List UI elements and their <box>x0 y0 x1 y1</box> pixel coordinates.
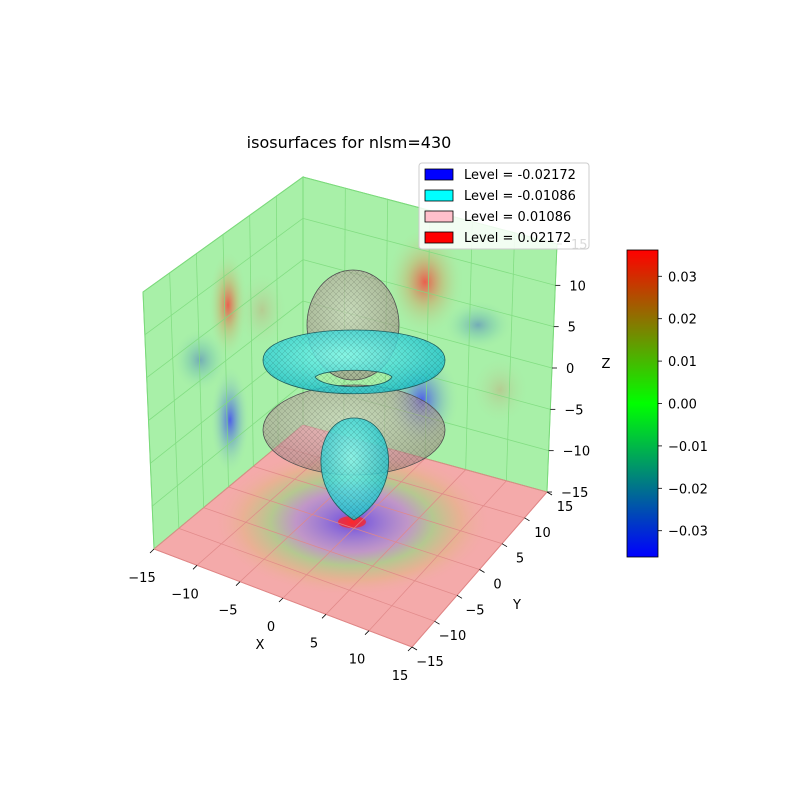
colorbar-tick-label: −0.03 <box>668 525 708 540</box>
legend-swatch <box>424 231 454 244</box>
y-tick-mark <box>456 594 463 599</box>
isosurfaces <box>262 269 446 521</box>
colorbar-tick-label: 0.00 <box>668 398 697 413</box>
back-wall-contour-tan <box>470 355 530 425</box>
y-tick-mark <box>524 517 530 522</box>
x-tick-mark <box>278 597 284 603</box>
colorbar-tick-label: 0.02 <box>668 313 697 328</box>
z-tick-label: −10 <box>563 445 590 460</box>
z-tick-label: −15 <box>561 486 588 501</box>
z-tick-label: 10 <box>569 279 586 294</box>
x-axis-label: X <box>256 638 265 653</box>
colorbar: 0.03 0.02 0.01 0.00 −0.01 −0.02 −0.03 <box>626 249 708 558</box>
y-tick-label: −15 <box>416 655 443 670</box>
y-axis-label: Y <box>512 598 521 613</box>
x-tick-label: −10 <box>171 587 198 602</box>
legend-label: Level = -0.02172 <box>464 168 576 183</box>
legend-swatch <box>424 210 454 223</box>
colorbar-gradient <box>626 249 659 558</box>
legend-label: Level = -0.01086 <box>464 189 576 204</box>
legend: Level = -0.02172 Level = -0.01086 Level = … <box>418 162 590 250</box>
x-tick-label: −15 <box>128 571 155 586</box>
legend-label: Level = 0.01086 <box>464 210 571 225</box>
z-tick-label: −5 <box>564 403 583 418</box>
cyan-torus-mesh <box>263 330 445 394</box>
legend-swatch <box>424 189 454 202</box>
y-tick-mark <box>501 543 508 548</box>
y-tick-label: 10 <box>534 526 551 541</box>
y-tick-mark <box>479 569 485 573</box>
legend-label: Level = 0.02172 <box>464 231 571 246</box>
x-tick-label: 5 <box>310 636 318 651</box>
y-tick-label: 5 <box>516 552 524 567</box>
legend-box <box>418 162 590 250</box>
y-tick-mark <box>411 646 418 651</box>
colorbar-tick-label: 0.03 <box>668 270 697 285</box>
lower-cyan-lobe-mesh <box>320 418 389 520</box>
back-wall-contour-teal <box>443 300 513 350</box>
y-tick-label: −5 <box>465 603 484 618</box>
z-tick-label: 0 <box>566 362 574 377</box>
colorbar-tick-label: −0.02 <box>668 482 708 497</box>
grid-line <box>505 232 516 481</box>
x-tick-label: 0 <box>267 620 275 635</box>
legend-swatch <box>424 168 454 181</box>
z-tick-label: 5 <box>568 321 576 336</box>
left-wall-contour-tan <box>236 270 288 350</box>
left-wall-contour-red <box>208 250 248 360</box>
left-wall-contour-teal <box>172 328 228 392</box>
z-axis-label: Z <box>602 357 611 372</box>
grid-line <box>142 176 304 293</box>
back-wall-contour-red <box>385 227 465 337</box>
y-tick-mark <box>546 491 553 496</box>
y-tick-label: 0 <box>493 578 501 593</box>
colorbar-tick-label: −0.01 <box>668 440 708 455</box>
x-tick-label: −5 <box>218 604 237 619</box>
x-tick-mark <box>235 581 241 586</box>
x-tick-mark <box>364 630 370 635</box>
grid-line <box>275 196 279 446</box>
x-tick-label: 15 <box>392 669 409 684</box>
y-tick-label: −10 <box>439 629 466 644</box>
x-tick-mark <box>407 646 413 652</box>
x-tick-mark <box>149 548 155 554</box>
x-tick-mark <box>321 614 327 619</box>
x-tick-label: 10 <box>349 653 366 668</box>
colorbar-tick-label: 0.01 <box>668 355 697 370</box>
x-tick-mark <box>192 565 198 570</box>
y-tick-label: 15 <box>557 500 574 515</box>
chart-title: isosurfaces for nlsm=430 <box>247 133 452 152</box>
y-tick-mark <box>434 620 440 625</box>
